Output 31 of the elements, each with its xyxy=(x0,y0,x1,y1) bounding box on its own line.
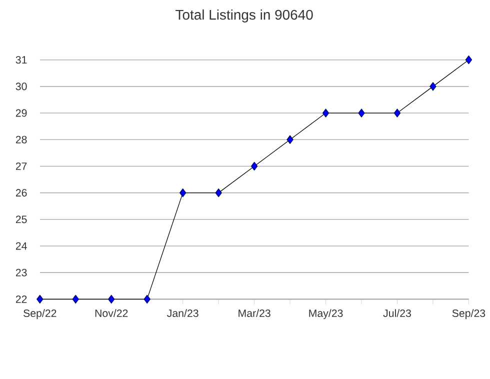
y-tick-label: 22 xyxy=(16,295,27,303)
y-tick-label: 23 xyxy=(16,268,27,276)
x-tick-label: Jul/23 xyxy=(383,309,411,318)
point xyxy=(215,188,222,198)
point xyxy=(72,294,79,304)
y-tick-label: 28 xyxy=(16,136,27,144)
point xyxy=(144,294,150,304)
point xyxy=(465,56,472,64)
x-tick-label: May/23 xyxy=(309,309,343,320)
point xyxy=(286,135,294,144)
y-tick-label: 31 xyxy=(16,56,27,64)
point xyxy=(358,108,365,118)
chart-title: Total Listings in 90640 xyxy=(176,9,313,22)
point xyxy=(36,294,44,304)
y-tick-label: 29 xyxy=(16,109,27,117)
x-tick-label: Mar/23 xyxy=(238,309,270,318)
point xyxy=(250,162,258,171)
x-tick-label: Nov/22 xyxy=(95,309,128,318)
point xyxy=(430,82,436,91)
x-tick-label: Sep/23 xyxy=(452,309,486,320)
y-tick-label: 27 xyxy=(16,162,27,170)
y-tick-label: 26 xyxy=(16,189,27,197)
point xyxy=(180,188,186,198)
point xyxy=(108,294,115,304)
y-tick-label: 30 xyxy=(16,82,27,90)
point xyxy=(322,108,330,118)
point xyxy=(394,108,401,118)
y-tick-label: 24 xyxy=(16,242,27,250)
y-tick-label: 25 xyxy=(16,216,27,224)
x-tick-label: Jan/23 xyxy=(167,309,198,318)
x-tick-label: Sep/22 xyxy=(24,309,56,320)
